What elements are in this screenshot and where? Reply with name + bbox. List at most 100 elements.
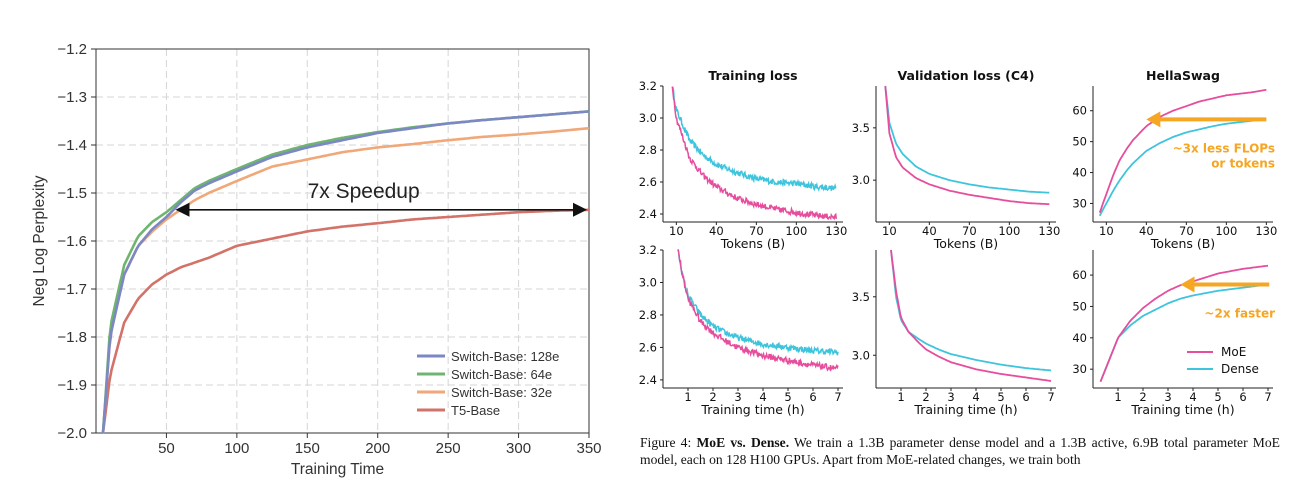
x-tick-label: 10: [669, 224, 684, 238]
x-tick-label: 200: [365, 440, 390, 457]
series-line: [884, 85, 1050, 194]
x-tick-label: 70: [962, 224, 977, 238]
subplot-title: HellaSwag: [1146, 68, 1220, 83]
y-tick-label: 40: [1072, 331, 1087, 345]
y-tick-label: −1.7: [57, 281, 87, 298]
subplot-6: 1 2 3 4 5 6 7 30 40 50 60 Training time (h) ~2x fast…: [1072, 250, 1275, 417]
x-tick-label: 130: [1038, 224, 1060, 238]
x-tick-label: 150: [295, 440, 320, 457]
subplot-title: Training loss: [708, 68, 797, 83]
y-tick-label: 60: [1072, 104, 1087, 118]
y-tick-label: 3.0: [852, 173, 870, 187]
annotation-text: or tokens: [1211, 156, 1275, 170]
legend-label: Switch-Base: 64e: [451, 367, 552, 382]
x-axis-label: Tokens (B): [1150, 236, 1215, 251]
speedup-annotation: 7x Speedup: [308, 180, 420, 203]
y-tick-label: 50: [1072, 299, 1087, 313]
x-tick-label: 4: [1189, 390, 1196, 404]
y-tick-label: 2.4: [639, 373, 657, 387]
legend-label: MoE: [1221, 345, 1246, 359]
y-tick-label: −1.9: [57, 377, 87, 394]
series-line: [671, 86, 837, 192]
series-line: [884, 85, 1050, 206]
x-tick-label: 50: [158, 440, 175, 457]
x-tick-label: 100: [785, 224, 807, 238]
annotation-arrowhead: [1180, 276, 1195, 293]
subplot-5: 1 2 3 4 5 6 7 3.0 3.5 Training time (h): [852, 249, 1056, 417]
x-tick-label: 40: [922, 224, 937, 238]
subplot-2: Validation loss (C4) 10 40 70 100 130 3.0 3.5 To…: [852, 68, 1061, 251]
caption-text: We train a 1.3B parameter dense model an…: [640, 435, 1280, 467]
y-tick-label: 3.5: [852, 290, 870, 304]
series-line: [677, 248, 839, 357]
series-line: [101, 208, 590, 434]
x-tick-label: 300: [506, 440, 531, 457]
x-tick-label: 1: [684, 390, 691, 404]
y-tick-label: 30: [1072, 196, 1087, 210]
x-tick-label: 130: [1255, 224, 1277, 238]
y-tick-label: 40: [1072, 166, 1087, 180]
x-tick-label: 70: [1179, 224, 1194, 238]
annotation-text: ~2x faster: [1204, 307, 1275, 321]
x-axis-label: Tokens (B): [933, 236, 998, 251]
figure-caption: Figure 4: MoE vs. Dense. We train a 1.3B…: [640, 434, 1280, 468]
y-tick-label: 3.0: [639, 275, 657, 289]
caption-prefix: Figure 4:: [640, 435, 697, 450]
subplot-4: 1 2 3 4 5 6 7 2.4 2.6 2.8 3.0 3.2 Training time (h): [639, 243, 843, 417]
legend-label: T5-Base: [451, 403, 500, 418]
x-tick-label: 5: [784, 390, 791, 404]
y-tick-label: 2.6: [639, 340, 657, 354]
x-tick-label: 5: [1214, 390, 1221, 404]
x-tick-label: 4: [759, 390, 766, 404]
x-tick-label: 7: [834, 390, 841, 404]
x-tick-label: 7: [1047, 390, 1054, 404]
x-tick-label: 100: [1215, 224, 1237, 238]
series-line: [890, 249, 1052, 372]
x-tick-label: 5: [997, 390, 1004, 404]
x-axis-label: Tokens (B): [720, 236, 785, 251]
x-tick-label: 3: [947, 390, 954, 404]
speedup-arrowhead-right: [573, 202, 587, 217]
series-line: [677, 249, 839, 372]
caption-bold: MoE vs. Dense.: [696, 435, 790, 450]
x-tick-label: 10: [1099, 224, 1114, 238]
x-tick-label: 2: [709, 390, 716, 404]
legend-label: Switch-Base: 32e: [451, 385, 552, 400]
series-line: [1098, 118, 1267, 217]
x-axis-label: Training Time: [291, 461, 384, 478]
x-tick-label: 100: [998, 224, 1020, 238]
subplot-title: Validation loss (C4): [898, 68, 1035, 83]
y-tick-label: −1.6: [57, 233, 87, 250]
x-axis-label: Training time (h): [1130, 402, 1234, 417]
y-tick-label: −1.4: [57, 137, 87, 154]
subplot-1: Training loss 10 40 70 100 130 2.4 2.6 2.8 3.0 3.2…: [639, 68, 848, 251]
subplot-3: HellaSwag 10 40 70 100 130 30 40 50 60 Tokens (B) ~…: [1072, 68, 1277, 251]
x-tick-label: 3: [1164, 390, 1171, 404]
x-tick-label: 2: [922, 390, 929, 404]
y-tick-label: 30: [1072, 362, 1087, 376]
y-tick-label: 3.5: [852, 121, 870, 135]
x-tick-label: 7: [1264, 390, 1271, 404]
y-tick-label: −1.5: [57, 185, 87, 202]
x-tick-label: 250: [436, 440, 461, 457]
x-tick-label: 130: [825, 224, 847, 238]
x-tick-label: 6: [1239, 390, 1246, 404]
x-tick-label: 10: [882, 224, 897, 238]
x-tick-label: 1: [897, 390, 904, 404]
x-tick-label: 1: [1114, 390, 1121, 404]
series-line: [101, 110, 590, 434]
y-tick-label: 2.8: [639, 308, 657, 322]
x-tick-label: 6: [1022, 390, 1029, 404]
y-tick-label: 2.6: [639, 175, 657, 189]
x-tick-label: 2: [1139, 390, 1146, 404]
x-tick-label: 40: [709, 224, 724, 238]
y-tick-label: −1.8: [57, 329, 87, 346]
x-tick-label: 3: [734, 390, 741, 404]
legend-label: Switch-Base: 128e: [451, 349, 559, 364]
y-tick-label: 2.8: [639, 143, 657, 157]
y-tick-label: −1.2: [57, 41, 87, 58]
series-line: [671, 86, 838, 221]
series-line: [890, 249, 1052, 382]
x-tick-label: 40: [1139, 224, 1154, 238]
